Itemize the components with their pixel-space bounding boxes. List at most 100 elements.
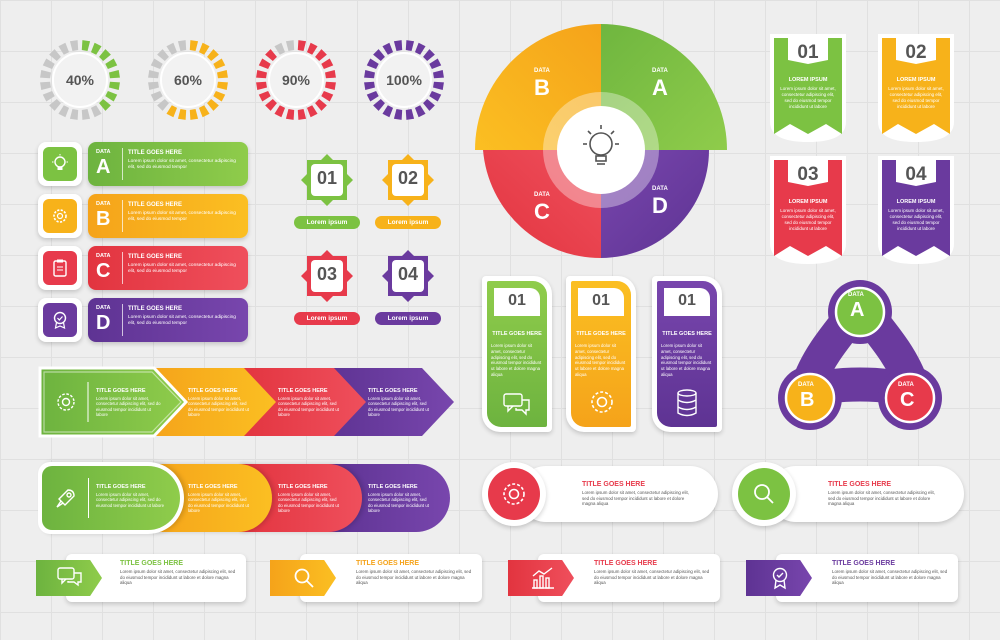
data-row-a: DATA A TITLE GOES HERE Lorem ipsum dolor… [38,142,248,186]
shield-title: LOREM IPSUM [896,77,936,83]
quarter-a [601,24,727,150]
row-body: Lorem ipsum dolor sit amet, consectetur … [128,159,236,171]
ring-segment [265,49,277,61]
ring-segment [69,109,79,120]
segment-data-label: DATA [534,68,550,74]
search-icon [292,566,316,590]
arrow-title: TITLE GOES HERE [278,388,328,394]
number-badge-1: 01 Lorem ipsum [292,152,362,234]
ring-segment [373,99,385,111]
progress-label: 100% [386,72,422,88]
ring-segment [393,40,403,51]
banner-title: TITLE GOES HERE [356,560,420,567]
badge-icon [768,565,792,591]
segment-letter: B [534,75,550,100]
ring-segment [297,109,307,120]
rocket-icon [54,486,78,510]
ring-segment [274,105,286,118]
arrow-segment-2 [148,368,276,436]
badge-label: Lorem ipsum [387,219,429,226]
quarter-circle-chart: DATA A DATA B DATA C DATA D [470,22,735,262]
progress-ring-3: 90% [254,38,338,122]
callout-body: Lorem ipsum dolor sit amet, consectetur … [828,490,935,507]
ring-segment [40,81,51,91]
segment-letter: A [652,75,668,100]
ring-segment [150,58,163,70]
row-title: TITLE GOES HERE [128,254,183,260]
ring-segment [382,42,394,55]
callout-body: Lorem ipsum dolor sit amet, consectetur … [582,490,689,507]
ring-segment [90,42,102,55]
shield-title: LOREM IPSUM [896,199,936,205]
ring-segment [109,81,120,91]
ring-segment [109,69,120,79]
card-number: 01 [678,292,696,309]
gear-icon [43,199,77,233]
ring-segment [393,109,403,120]
card-title: TITLE GOES HERE [662,331,712,337]
shield-card-4: 04 LOREM IPSUM Lorem ipsum dolor sit ame… [874,152,958,268]
ring-segment [213,58,226,70]
row-letter: D [96,312,111,334]
shield-title: LOREM IPSUM [788,77,828,83]
progress-label: 90% [281,72,311,88]
ring-segment [189,40,199,51]
ring-segment [405,109,415,120]
ring-segment [198,42,210,55]
pill-chain: TITLE GOES HERE Lorem ipsum dolor sit am… [38,462,452,534]
ring-segment [258,58,271,70]
ring-segment [99,99,111,111]
data-row-c: DATA C TITLE GOES HERE Lorem ipsum dolor… [38,246,248,290]
banner-title: TITLE GOES HERE [832,560,896,567]
badge-number: 03 [316,264,338,284]
progress-ring-segments [148,40,228,120]
triad-data-label: DATA [798,382,814,388]
badge-label: Lorem ipsum [306,219,348,226]
ring-segment [274,42,286,55]
row-data-label: DATA [96,253,111,259]
ring-segment [157,49,169,61]
ring-segment [423,99,435,111]
badge-icon [43,303,77,337]
shield-number: 04 [905,164,927,185]
ring-segment [213,90,226,102]
data-row-d: DATA D TITLE GOES HERE Lorem ipsum dolor… [38,298,248,342]
ring-segment [285,109,295,120]
triad-letter: B [800,389,815,411]
progress-ring-4: 100% [362,38,446,122]
ring-segment [306,42,318,55]
arrow-title: TITLE GOES HERE [188,388,238,394]
ring-segment [198,105,210,118]
banner-body: Lorem ipsum dolor sit amet, consectetur … [356,569,472,586]
row-title: TITLE GOES HERE [128,306,183,312]
row-title: TITLE GOES HERE [128,150,183,156]
progress-label: 60% [173,72,203,88]
chart-icon [530,566,556,590]
ring-segment [217,69,228,79]
lightbulb-icon [43,147,77,181]
pill-body: Lorem ipsum dolor sit amet, consectetur … [368,492,429,514]
ring-segment [433,81,444,91]
row-title: TITLE GOES HERE [128,202,183,208]
shield-number: 01 [797,42,819,63]
ring-segment [105,58,118,70]
ring-segment [81,109,91,120]
callout-title: TITLE GOES HERE [828,481,892,488]
banner-2: TITLE GOES HERE Lorem ipsum dolor sit am… [270,554,482,602]
chat-icon [502,392,532,418]
row-letter: A [96,156,111,178]
shield-card-2: 02 LOREM IPSUM Lorem ipsum dolor sit ame… [874,30,958,146]
shield-body: Lorem ipsum dolor sit amet, consectetur … [780,208,836,231]
segment-data-label: DATA [534,192,550,198]
ring-segment [321,58,334,70]
arrow-body: Lorem ipsum dolor sit amet, consectetur … [96,396,161,418]
ring-segment [433,69,444,79]
ring-segment [90,105,102,118]
ring-segment [364,69,375,79]
ring-segment [42,58,55,70]
ring-segment [315,99,327,111]
ring-segment [150,90,163,102]
ring-segment [256,69,267,79]
ring-segment [297,40,307,51]
shield-card-3: 03 LOREM IPSUM Lorem ipsum dolor sit ame… [766,152,850,268]
